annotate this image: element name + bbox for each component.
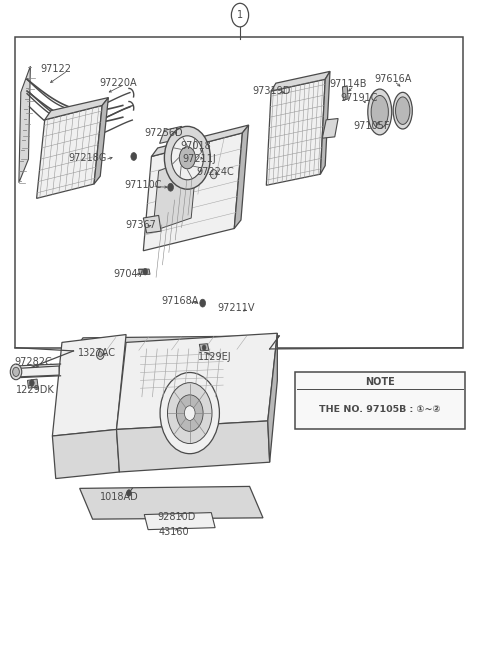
Text: 1018AD: 1018AD: [100, 492, 139, 502]
Text: 97367: 97367: [125, 220, 156, 230]
Text: 97220A: 97220A: [99, 77, 137, 87]
Text: 97211V: 97211V: [217, 303, 255, 314]
Text: 1327AC: 1327AC: [78, 348, 116, 358]
Text: 97191C: 97191C: [340, 92, 377, 102]
Circle shape: [168, 382, 212, 443]
Ellipse shape: [396, 97, 410, 125]
Text: 97114B: 97114B: [329, 79, 366, 89]
Circle shape: [210, 170, 217, 178]
Text: 97224C: 97224C: [196, 167, 234, 177]
Circle shape: [96, 349, 104, 359]
Polygon shape: [73, 336, 279, 351]
Polygon shape: [153, 157, 197, 231]
Polygon shape: [266, 79, 325, 185]
Polygon shape: [139, 269, 150, 274]
Text: 97256D: 97256D: [144, 128, 183, 138]
Polygon shape: [144, 215, 161, 233]
Text: 1129EJ: 1129EJ: [198, 352, 232, 363]
Circle shape: [12, 367, 19, 377]
Text: 97110C: 97110C: [125, 180, 162, 190]
Circle shape: [164, 127, 210, 189]
Text: 97282C: 97282C: [14, 357, 52, 367]
Polygon shape: [144, 512, 215, 529]
Polygon shape: [117, 421, 270, 472]
Circle shape: [200, 299, 205, 307]
Polygon shape: [117, 333, 277, 430]
Circle shape: [131, 153, 137, 161]
Ellipse shape: [368, 89, 392, 135]
Text: 97168A: 97168A: [161, 295, 199, 306]
Circle shape: [168, 183, 173, 191]
Text: 1: 1: [237, 10, 243, 20]
Circle shape: [29, 380, 34, 386]
Polygon shape: [14, 366, 59, 377]
Circle shape: [10, 364, 22, 380]
Polygon shape: [152, 125, 249, 157]
Polygon shape: [52, 430, 120, 479]
Polygon shape: [234, 125, 249, 228]
Circle shape: [171, 136, 204, 180]
Circle shape: [180, 147, 195, 169]
Polygon shape: [271, 72, 330, 91]
Ellipse shape: [393, 92, 412, 129]
Text: 97047: 97047: [114, 270, 144, 279]
Polygon shape: [321, 72, 330, 174]
Polygon shape: [268, 333, 277, 462]
Text: 97319D: 97319D: [252, 86, 290, 96]
Polygon shape: [36, 106, 102, 198]
Polygon shape: [342, 86, 348, 100]
Circle shape: [184, 406, 195, 420]
Text: 1229DK: 1229DK: [16, 385, 55, 395]
Polygon shape: [159, 127, 181, 144]
Text: 97018: 97018: [180, 141, 211, 151]
Ellipse shape: [371, 96, 388, 129]
Polygon shape: [27, 379, 38, 388]
Polygon shape: [19, 66, 30, 182]
Text: 97616A: 97616A: [374, 74, 412, 84]
Circle shape: [176, 395, 203, 432]
Circle shape: [98, 352, 102, 357]
Bar: [15, 37, 463, 348]
Polygon shape: [80, 486, 263, 519]
Text: 97105F: 97105F: [353, 121, 390, 131]
Text: 43160: 43160: [158, 527, 189, 537]
Text: 97218G: 97218G: [69, 153, 107, 163]
Text: 97122: 97122: [40, 64, 71, 74]
Polygon shape: [323, 119, 338, 138]
Text: 92810D: 92810D: [157, 512, 196, 522]
Circle shape: [202, 345, 206, 350]
Circle shape: [143, 268, 148, 275]
Circle shape: [127, 489, 132, 496]
Polygon shape: [199, 344, 209, 351]
Polygon shape: [45, 98, 108, 120]
Polygon shape: [144, 133, 242, 251]
FancyBboxPatch shape: [295, 372, 465, 430]
Text: THE NO. 97105B : ①~②: THE NO. 97105B : ①~②: [319, 405, 441, 415]
Text: 97211J: 97211J: [182, 154, 216, 164]
Text: NOTE: NOTE: [365, 377, 395, 387]
Polygon shape: [52, 335, 126, 436]
Polygon shape: [94, 98, 108, 184]
Circle shape: [160, 373, 219, 454]
